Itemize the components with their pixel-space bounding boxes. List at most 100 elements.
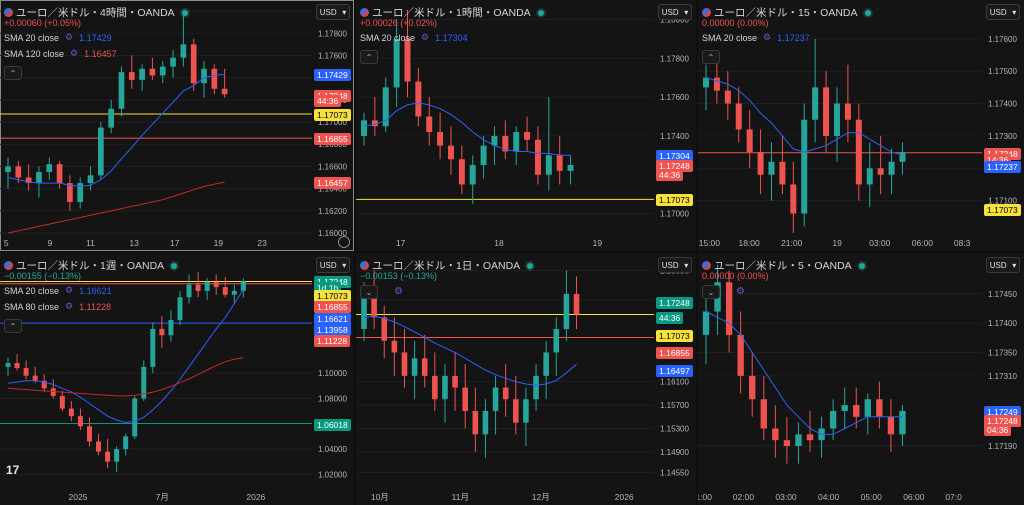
currency-select[interactable]: USD ▾	[658, 257, 692, 273]
eur-usd-flag-icon	[360, 261, 369, 270]
collapse-legend-button[interactable]: ⌃	[4, 319, 22, 333]
collapse-legend-button[interactable]: ⌃	[4, 66, 22, 80]
candle-body	[382, 87, 389, 127]
indicator-settings-icon[interactable]: ⚙	[65, 285, 74, 295]
chart-panel-p1[interactable]: 1.180001.178001.176001.174001.172001.170…	[0, 0, 354, 251]
chart-canvas[interactable]: 1.180001.178001.176001.174001.172001.170…	[0, 0, 354, 251]
chart-canvas[interactable]: 1.180001.178001.176001.174001.1700017181…	[356, 0, 696, 251]
collapse-legend-button[interactable]: ⌃	[360, 50, 378, 64]
candle-body	[713, 77, 720, 91]
chart-panel-p3[interactable]: 1.176001.175001.174001.173001.172001.171…	[698, 0, 1024, 251]
y-tick-label: 1.02000	[318, 470, 347, 479]
candle-body	[480, 145, 487, 166]
candle-body	[702, 77, 710, 88]
currency-label: USD	[989, 260, 1007, 270]
candle-body	[737, 334, 744, 376]
eur-usd-flag-icon	[702, 8, 711, 17]
settings-icon[interactable]: ⚙	[394, 286, 403, 297]
candle-body	[411, 358, 418, 376]
currency-select[interactable]: USD ▾	[316, 257, 350, 273]
collapse-legend-button[interactable]: ⌃	[702, 50, 720, 64]
chart-panel-p4[interactable]: 1.100001.080001.040001.0200020257月20261.…	[0, 253, 354, 505]
y-tick-label: 1.17600	[318, 51, 347, 60]
x-tick-label: 2026	[615, 492, 634, 502]
indicator-value: 1.17429	[79, 32, 112, 43]
chart-title[interactable]: ユーロ／米ドル・15・OANDA	[702, 5, 871, 20]
indicator-row[interactable]: SMA 20 close ⚙ 1.16621	[4, 285, 112, 296]
candle-body	[829, 410, 837, 429]
x-tick-label: 19	[214, 238, 224, 248]
candle-body	[168, 320, 174, 336]
candle-body	[783, 440, 791, 447]
indicator-row[interactable]: SMA 20 close ⚙ 1.17237	[702, 32, 810, 43]
candle-body	[534, 139, 541, 175]
currency-select[interactable]: USD ▾	[986, 257, 1020, 273]
currency-select[interactable]: USD ▾	[986, 4, 1020, 20]
price-change: −0.00153 (−0.13%)	[360, 271, 438, 281]
currency-label: USD	[989, 7, 1007, 17]
x-tick-label: 15:00	[699, 238, 721, 248]
candle-body	[118, 72, 125, 109]
candle-body	[888, 161, 895, 175]
chart-canvas[interactable]: 1.17450 1.17400 1.17350 1.17310 1.17190 1:00 0…	[698, 253, 1024, 505]
chart-canvas[interactable]: 1.10000 1.08000 1.04000 1.02000 2025 7月 2026	[0, 253, 354, 505]
indicator-settings-icon[interactable]: ⚙	[763, 32, 772, 42]
settings-icon[interactable]: ⚙	[736, 286, 745, 297]
clock-icon[interactable]	[338, 236, 350, 248]
collapse-legend-button[interactable]: ⌄	[360, 285, 378, 299]
indicator-settings-icon[interactable]: ⚙	[70, 48, 79, 58]
candle-body	[150, 328, 156, 367]
indicator-row[interactable]: SMA 20 close ⚙ 1.17304	[360, 32, 468, 43]
indicator-label: SMA 80 close	[4, 301, 60, 312]
candle-body	[50, 388, 56, 396]
candle-body	[170, 57, 176, 67]
currency-select[interactable]: USD ▾	[658, 4, 692, 20]
collapse-legend-button[interactable]: ⌄	[702, 285, 720, 299]
chart-panel-p2[interactable]: 1.180001.178001.176001.174001.1700017181…	[356, 0, 696, 251]
chart-panel-p5[interactable]: 1.180001.175001.161001.157001.153001.149…	[356, 253, 696, 505]
indicator-row[interactable]: SMA 120 close ⚙ 1.16457	[4, 48, 117, 59]
price-change: −0.00155 (−0.13%)	[4, 271, 82, 281]
candle-body	[159, 328, 165, 336]
y-tick-label: 1.16400	[318, 185, 347, 194]
candle-body	[211, 68, 218, 89]
candle-body	[96, 441, 102, 452]
chart-canvas[interactable]: 1.176001.175001.174001.173001.172001.171…	[698, 0, 1024, 251]
indicator-settings-icon[interactable]: ⚙	[65, 301, 74, 311]
x-tick-label: 03:00	[775, 492, 797, 502]
candle-body	[899, 152, 906, 162]
x-tick-label: 05:00	[861, 492, 883, 502]
candle-body	[772, 428, 779, 441]
candle-body	[221, 88, 228, 95]
currency-select[interactable]: USD ▾	[316, 4, 350, 20]
indicator-settings-icon[interactable]: ⚙	[421, 32, 430, 42]
candle-body	[492, 387, 499, 411]
indicator-row[interactable]: SMA 20 close ⚙ 1.17429	[4, 32, 112, 43]
price-tag: 1.13958	[314, 323, 351, 336]
price-change: 0.00000 (0.00%)	[702, 18, 769, 28]
symbol-label: ユーロ／米ドル・1週・OANDA	[16, 260, 165, 272]
candle-body	[545, 155, 552, 175]
chart-title[interactable]: ユーロ／米ドル・4時間・OANDA	[4, 5, 188, 20]
eur-usd-flag-icon	[4, 8, 13, 17]
chart-title[interactable]: ユーロ／米ドル・1週・OANDA	[4, 258, 178, 273]
price-change: 0.00000 (0.00%)	[702, 271, 769, 281]
chart-panel-p6[interactable]: 1.17450 1.17400 1.17350 1.17310 1.17190 1:00 0…	[698, 253, 1024, 505]
x-tick-label: 17	[396, 238, 406, 248]
price-tag: 1.17429	[314, 69, 351, 82]
indicator-settings-icon[interactable]: ⚙	[65, 32, 74, 42]
x-tick-label: 06:00	[903, 492, 925, 502]
candle-body	[77, 183, 84, 202]
x-tick-label: 19	[593, 238, 603, 248]
candle-body	[853, 405, 860, 417]
chart-title[interactable]: ユーロ／米ドル・1日・OANDA	[360, 258, 534, 273]
candle-body	[41, 380, 47, 389]
price-tag: 44:36	[314, 94, 342, 107]
chart-title[interactable]: ユーロ／米ドル・5・OANDA	[702, 258, 865, 273]
sma-line	[705, 77, 903, 156]
chart-title[interactable]: ユーロ／米ドル・1時間・OANDA	[360, 5, 544, 20]
indicator-row[interactable]: SMA 80 close ⚙ 1.11228	[4, 301, 111, 312]
y-tick-label: 1.17800	[318, 29, 347, 38]
chart-canvas[interactable]: 1.180001.175001.161001.157001.153001.149…	[356, 253, 696, 505]
candle-body	[67, 183, 73, 202]
